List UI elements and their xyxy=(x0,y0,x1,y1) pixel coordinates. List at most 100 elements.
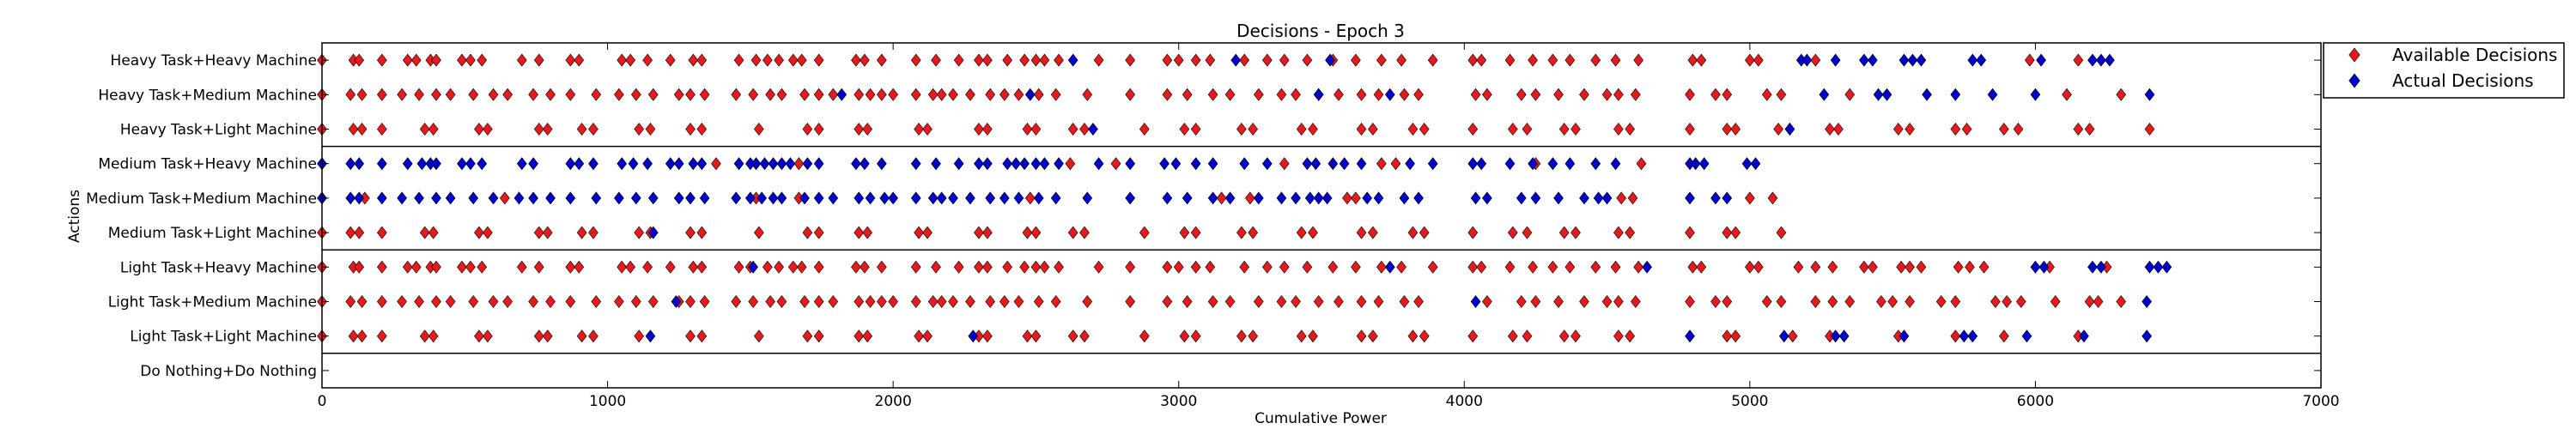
available-decision-point xyxy=(1179,226,1190,239)
legend-box xyxy=(2323,42,2565,99)
available-decision-point xyxy=(591,295,602,308)
legend: Available Decisions Actual Decisions xyxy=(2323,42,2565,99)
available-decision-point xyxy=(1308,226,1318,239)
available-decision-point xyxy=(2002,295,2013,308)
available-decision-point xyxy=(1082,295,1093,308)
actual-decision-point xyxy=(1482,191,1492,205)
actual-decision-point xyxy=(1302,157,1313,171)
available-decision-point xyxy=(1507,226,1518,239)
x-tick-label: 7000 xyxy=(2302,393,2339,410)
actual-decision-point xyxy=(565,157,576,171)
actual-decision-point xyxy=(516,157,527,171)
available-decision-point xyxy=(2073,53,2084,67)
available-decision-point xyxy=(1636,157,1647,171)
actual-decision-point xyxy=(2161,260,2172,274)
available-decision-point xyxy=(2062,88,2072,101)
available-decision-point xyxy=(428,329,439,343)
available-decision-point xyxy=(2084,295,2095,308)
available-decision-point xyxy=(776,295,787,308)
available-decision-point xyxy=(927,295,939,308)
available-decision-point xyxy=(376,295,387,308)
available-decision-point xyxy=(888,295,898,308)
actual-decision-point xyxy=(1304,191,1315,205)
actual-decision-point xyxy=(1313,88,1324,101)
available-decision-point xyxy=(696,53,708,67)
actual-decision-point xyxy=(696,157,708,171)
available-decision-point xyxy=(356,88,368,101)
available-decision-point xyxy=(731,88,742,101)
actual-decision-point xyxy=(1922,88,1932,101)
actual-decision-point xyxy=(1899,329,1910,343)
available-decision-point xyxy=(1810,53,1821,67)
available-decision-point xyxy=(419,226,430,239)
actual-decision-point xyxy=(1859,53,1869,67)
available-decision-point xyxy=(457,53,467,67)
available-decision-point xyxy=(1030,329,1042,343)
available-decision-point xyxy=(1162,260,1173,274)
available-decision-point xyxy=(699,88,710,101)
actual-decision-point xyxy=(931,157,941,171)
actual-decision-point xyxy=(756,191,768,205)
available-decision-point xyxy=(1722,123,1733,136)
available-decision-point xyxy=(1216,191,1227,205)
available-decision-point xyxy=(1776,295,1787,308)
available-decision-point xyxy=(1427,260,1438,274)
available-decision-point xyxy=(985,88,996,101)
available-decision-point xyxy=(1407,123,1419,136)
available-decision-point xyxy=(796,260,807,274)
actual-decision-point xyxy=(1504,157,1516,171)
available-decision-point xyxy=(750,53,762,67)
actual-decision-point xyxy=(733,157,744,171)
legend-label-actual: Actual Decisions xyxy=(2392,70,2534,91)
y-tick-label: Do Nothing+Do Nothing xyxy=(140,363,317,380)
available-decision-point xyxy=(1139,329,1150,343)
available-decision-point xyxy=(1685,226,1695,239)
available-decision-point xyxy=(854,226,865,239)
available-decision-point xyxy=(431,53,441,67)
available-decision-point xyxy=(468,88,479,101)
y-axis-title: Actions xyxy=(66,190,83,243)
available-decision-point xyxy=(2015,295,2026,308)
available-decision-point xyxy=(854,88,865,101)
actual-decision-point xyxy=(2030,260,2041,274)
available-decision-point xyxy=(1625,329,1636,343)
actual-decision-point xyxy=(776,157,787,171)
available-decision-point xyxy=(1079,329,1090,343)
available-decision-point xyxy=(516,260,527,274)
x-tick-label: 1000 xyxy=(589,393,626,410)
available-decision-point xyxy=(1859,260,1869,274)
available-decision-point xyxy=(465,260,476,274)
available-decision-point xyxy=(1279,53,1290,67)
actual-decision-point xyxy=(488,191,499,205)
available-decision-point xyxy=(748,88,759,101)
actual-decision-point xyxy=(1310,157,1321,171)
available-decision-point xyxy=(642,260,653,274)
available-decision-point xyxy=(1522,329,1533,343)
available-decision-point xyxy=(477,260,488,274)
available-decision-point xyxy=(802,123,813,136)
available-decision-point xyxy=(1558,329,1570,343)
available-decision-point xyxy=(1050,295,1061,308)
available-decision-point xyxy=(1139,123,1150,136)
available-decision-point xyxy=(762,260,773,274)
available-decision-point xyxy=(1761,88,1772,101)
available-decision-point xyxy=(1558,226,1570,239)
available-decision-point xyxy=(1685,123,1695,136)
available-decision-point xyxy=(793,157,805,171)
actual-decision-point xyxy=(1013,191,1024,205)
available-decision-point xyxy=(1601,295,1613,308)
available-decision-point xyxy=(1467,123,1479,136)
available-decision-point xyxy=(876,88,887,101)
available-decision-point xyxy=(1236,329,1247,343)
available-decision-point xyxy=(1516,88,1527,101)
available-decision-point xyxy=(1696,260,1707,274)
actual-decision-point xyxy=(431,157,441,171)
actual-decision-point xyxy=(647,226,659,239)
actual-decision-point xyxy=(1207,191,1218,205)
available-decision-point xyxy=(1896,260,1906,274)
available-decision-point xyxy=(685,123,696,136)
available-decision-point xyxy=(1613,295,1624,308)
available-decision-point xyxy=(1376,260,1387,274)
actual-decision-point xyxy=(1685,329,1695,343)
available-decision-point xyxy=(1013,295,1024,308)
